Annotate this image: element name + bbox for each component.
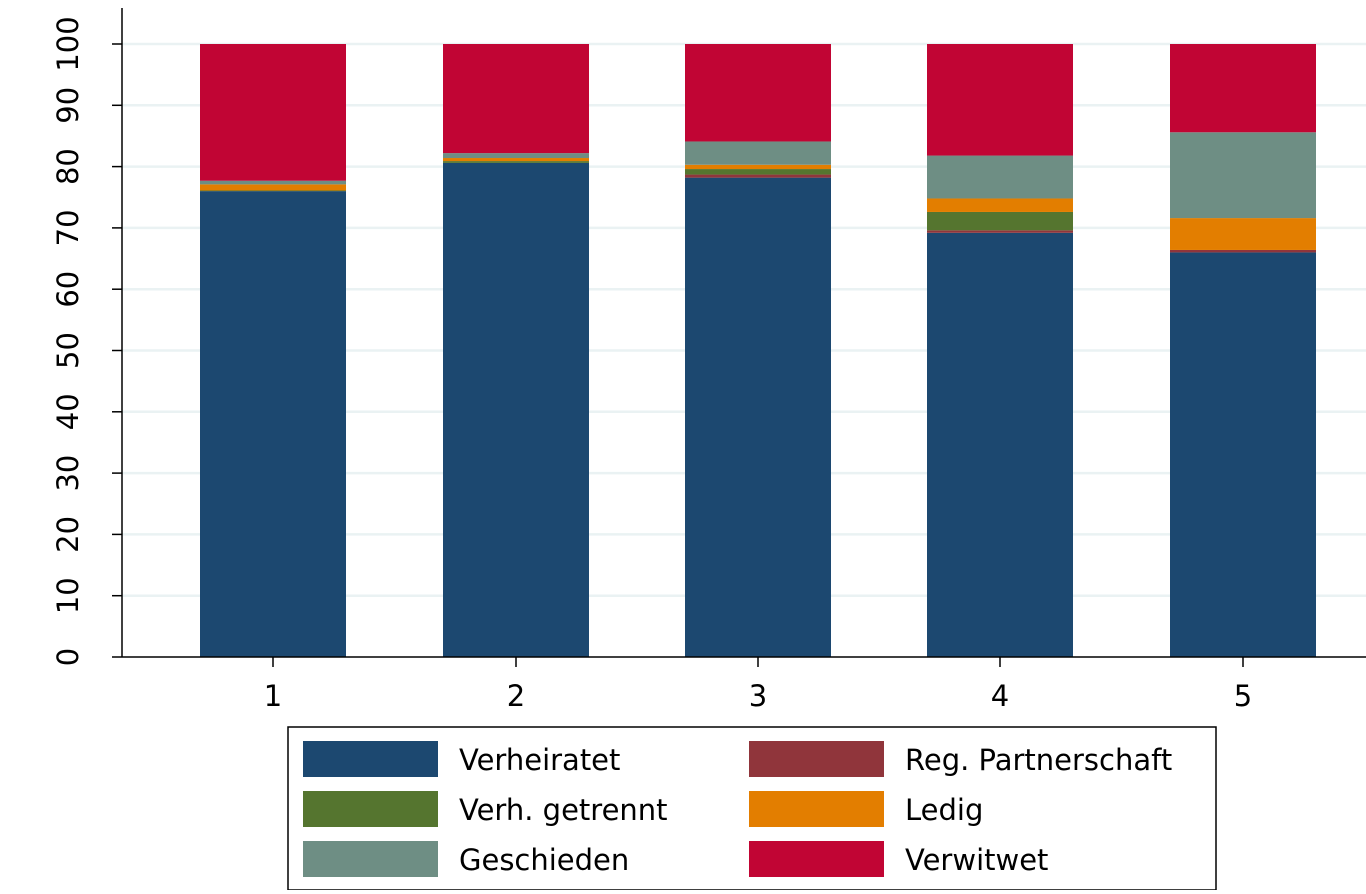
legend-swatch [303,791,438,827]
bar-segment [1170,132,1316,219]
bar-segment [1170,249,1316,253]
bar-segment [443,161,589,163]
bar-segment [685,169,831,175]
bar-segment [685,174,831,178]
bar-segment [200,180,346,185]
bar-segment [685,44,831,142]
legend-label: Verheiratet [459,743,620,777]
bar-segment [443,153,589,159]
legend-swatch [749,841,884,877]
bar-segment [927,230,1073,233]
bar-segment [443,158,589,162]
legend-label: Geschieden [459,843,629,877]
bar-segment [927,155,1073,199]
y-tick-labels: 0 10 20 30 40 50 60 70 80 90 100 [51,16,122,666]
bar-segment [200,44,346,181]
axes [121,8,1366,658]
legend-swatch [303,741,438,777]
legend-swatch [303,841,438,877]
y-tick-label: 10 [51,577,85,614]
y-tick-label: 40 [51,393,85,430]
bar-segment [685,164,831,170]
bars [200,44,1316,658]
bar-segment [1170,252,1316,658]
y-tick-label: 20 [51,516,85,553]
x-tick-label: 5 [1234,679,1252,713]
bar-segment [927,44,1073,156]
legend-label: Ledig [905,793,983,827]
bar-segment [1170,218,1316,250]
legend-label: Verwitwet [905,843,1048,877]
legend: Verheiratet Reg. Partnerschaft Verh. getre… [287,726,1217,891]
bar-segment [1170,44,1316,133]
x-tick-labels: 1 2 3 4 5 [264,657,1252,713]
bar-segment [200,184,346,191]
y-tick-label: 90 [51,87,85,124]
y-tick-label: 50 [51,332,85,369]
bar-segment [200,190,346,192]
x-tick-label: 3 [749,679,767,713]
bar-segment [443,44,589,154]
bar-segment [200,191,346,657]
bar-segment [927,232,1073,657]
y-tick-label: 30 [51,455,85,492]
bar-segment [685,177,831,657]
x-tick-label: 4 [991,679,1009,713]
legend-label: Verh. getrennt [459,793,668,827]
bar-segment [685,141,831,165]
bar-segment [443,162,589,657]
y-tick-label: 70 [51,209,85,246]
y-tick-label: 60 [51,271,85,308]
legend-swatch [749,741,884,777]
y-tick-label: 100 [51,16,85,71]
legend-label: Reg. Partnerschaft [905,743,1172,777]
y-tick-label: 0 [51,648,85,666]
bar-segment [927,211,1073,231]
x-tick-label: 1 [264,679,282,713]
legend-swatch [749,791,884,827]
x-tick-label: 2 [507,679,525,713]
bar-segment [927,198,1073,212]
y-tick-label: 80 [51,148,85,185]
